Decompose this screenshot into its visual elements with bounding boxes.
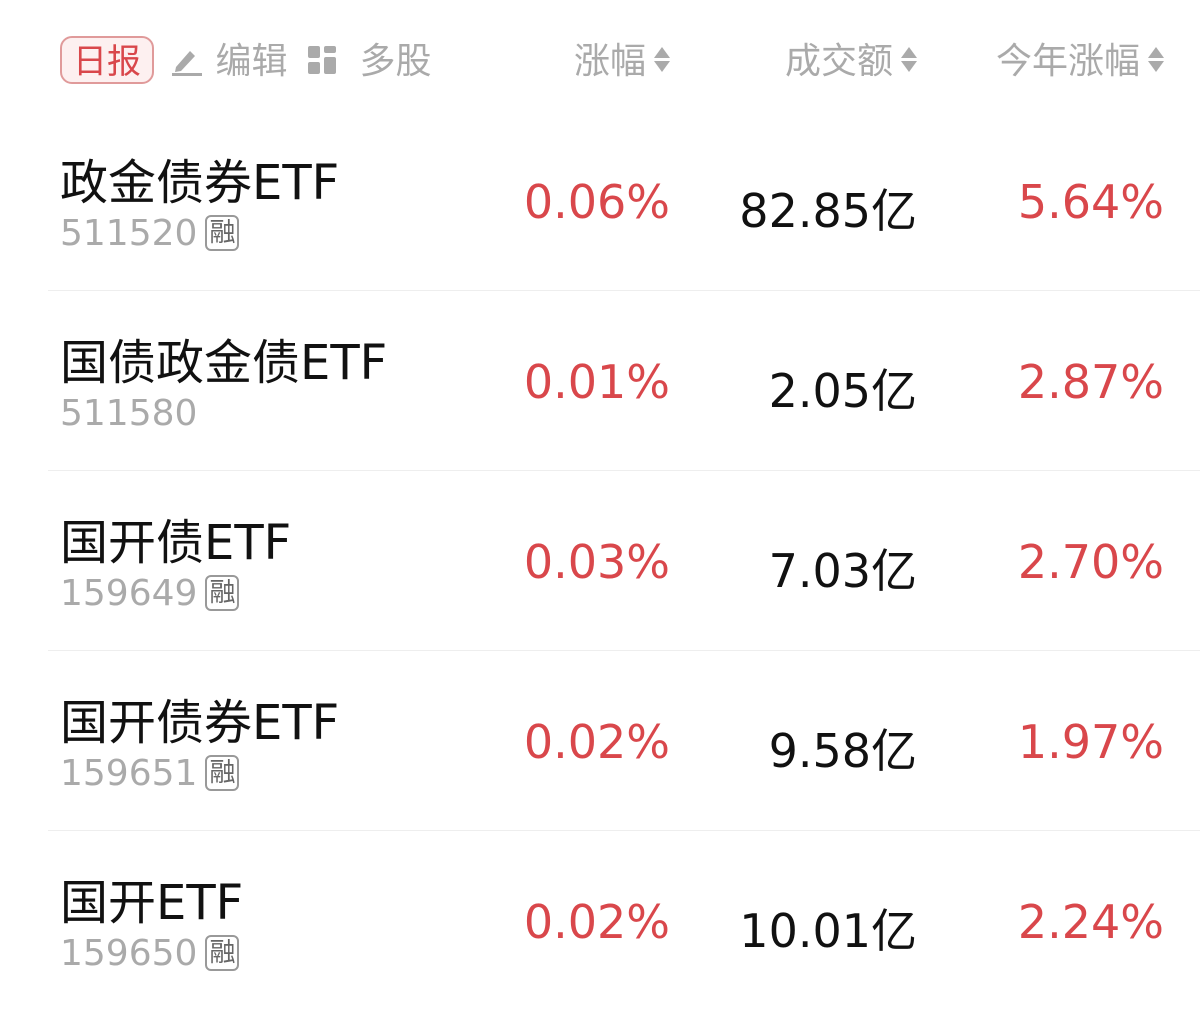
fund-name: 国开债券ETF bbox=[60, 695, 340, 751]
fund-code: 511580 bbox=[60, 393, 197, 434]
fund-code: 159650 融 bbox=[60, 933, 240, 974]
ytd-change-value: 2.70% bbox=[1017, 535, 1164, 589]
fund-code: 159651 融 bbox=[60, 753, 240, 794]
list-header: 日报 编辑 多股 涨幅 成交额 今年涨幅 bbox=[0, 36, 1200, 90]
change-value: 0.02% bbox=[523, 895, 670, 949]
table-row[interactable]: 国债政金债ETF 511580 0.01% 2.05亿 2.87% bbox=[0, 291, 1200, 471]
change-value: 0.02% bbox=[523, 715, 670, 769]
amount-value: 2.05亿 bbox=[768, 364, 917, 418]
ytd-change-value: 2.24% bbox=[1017, 895, 1164, 949]
change-value: 0.03% bbox=[523, 535, 670, 589]
margin-badge: 融 bbox=[205, 755, 240, 791]
pencil-icon bbox=[170, 41, 215, 82]
margin-badge: 融 bbox=[205, 215, 240, 251]
row-divider bbox=[48, 470, 1200, 471]
change-value: 0.01% bbox=[523, 355, 670, 409]
sort-arrows-icon bbox=[901, 46, 919, 72]
multi-stock-label: 多股 bbox=[359, 41, 432, 82]
ytd-change-value: 5.64% bbox=[1017, 175, 1164, 229]
ytd-change-value: 1.97% bbox=[1017, 715, 1164, 769]
table-row[interactable]: 国开ETF 159650 融 0.02% 10.01亿 2.24% bbox=[0, 831, 1200, 1011]
grid-icon bbox=[306, 41, 359, 82]
sort-change[interactable]: 涨幅 bbox=[574, 36, 672, 88]
code-text: 511580 bbox=[60, 393, 198, 434]
code-text: 511520 bbox=[60, 213, 198, 254]
margin-badge: 融 bbox=[205, 575, 240, 611]
fund-code: 159649 融 bbox=[60, 573, 240, 614]
sort-ytd[interactable]: 今年涨幅 bbox=[996, 36, 1166, 88]
code-text: 159651 bbox=[60, 753, 198, 794]
sort-arrows-icon bbox=[1148, 46, 1166, 72]
fund-code: 511520 融 bbox=[60, 213, 240, 254]
amount-value: 82.85亿 bbox=[739, 184, 917, 238]
table-row[interactable]: 政金债券ETF 511520 融 0.06% 82.85亿 5.64% bbox=[0, 111, 1200, 291]
column-label: 涨幅 bbox=[573, 41, 646, 82]
sort-amount[interactable]: 成交额 bbox=[785, 36, 919, 88]
edit-button[interactable]: 编辑 bbox=[170, 36, 287, 88]
row-divider bbox=[48, 830, 1200, 831]
table-row[interactable]: 国开债券ETF 159651 融 0.02% 9.58亿 1.97% bbox=[0, 651, 1200, 831]
amount-value: 7.03亿 bbox=[768, 544, 917, 598]
fund-name: 国债政金债ETF bbox=[60, 335, 388, 391]
column-label: 今年涨幅 bbox=[995, 41, 1140, 82]
multi-stock-button[interactable]: 多股 bbox=[306, 36, 431, 88]
fund-name: 政金债券ETF bbox=[60, 155, 340, 211]
code-text: 159649 bbox=[60, 573, 198, 614]
table-row[interactable]: 国开债ETF 159649 融 0.03% 7.03亿 2.70% bbox=[0, 471, 1200, 651]
column-label: 成交额 bbox=[784, 41, 893, 82]
amount-value: 9.58亿 bbox=[768, 724, 917, 778]
edit-label: 编辑 bbox=[215, 41, 288, 82]
fund-name: 国开债ETF bbox=[60, 515, 292, 571]
amount-value: 10.01亿 bbox=[739, 904, 917, 958]
row-divider bbox=[48, 290, 1200, 291]
ytd-change-value: 2.87% bbox=[1017, 355, 1164, 409]
margin-badge: 融 bbox=[205, 935, 240, 971]
row-divider bbox=[48, 650, 1200, 651]
sort-arrows-icon bbox=[654, 46, 672, 72]
fund-name: 国开ETF bbox=[60, 875, 244, 931]
change-value: 0.06% bbox=[523, 175, 670, 229]
daily-report-button[interactable]: 日报 bbox=[60, 36, 154, 84]
code-text: 159650 bbox=[60, 933, 198, 974]
